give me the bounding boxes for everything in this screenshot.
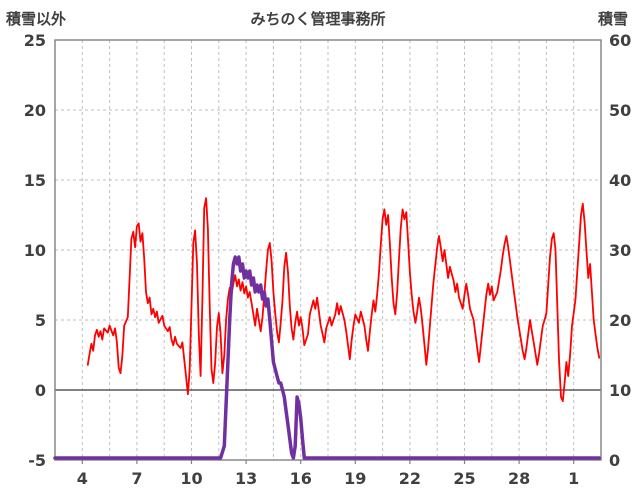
x-tick-label: 19 [344,469,366,488]
left-axis-tick-label: -5 [28,451,46,470]
left-axis-tick-label: 20 [24,101,46,120]
right-axis-tick-label: 50 [609,101,631,120]
right-axis-tick-label: 20 [609,311,631,330]
right-axis-tick-label: 30 [609,241,631,260]
x-tick-label: 22 [399,469,421,488]
left-axis-tick-label: 25 [24,31,46,50]
right-axis-title: 積雪 [597,10,628,28]
right-axis-tick-label: 40 [609,171,631,190]
right-axis-tick-label: 60 [609,31,631,50]
left-axis-tick-label: 15 [24,171,46,190]
x-tick-label: 25 [453,469,475,488]
left-axis-tick-label: 5 [35,311,46,330]
chart-title: みちのく管理事務所 [250,10,386,28]
right-axis-tick-label: 0 [609,451,620,470]
series-line-non-snow [86,197,601,403]
plot-border [54,39,602,461]
series-line-snow-depth [53,255,601,460]
x-tick-label: 13 [235,469,257,488]
x-tick-label: 10 [180,469,202,488]
x-tick-label: 1 [568,469,579,488]
x-tick-label: 28 [508,469,530,488]
x-tick-label: 4 [77,469,88,488]
x-tick-label: 16 [290,469,312,488]
left-axis-tick-label: 0 [35,381,46,400]
left-axis-tick-label: 10 [24,241,46,260]
x-tick-label: 7 [131,469,142,488]
left-axis-title: 積雪以外 [6,10,67,28]
right-axis-tick-label: 10 [609,381,631,400]
